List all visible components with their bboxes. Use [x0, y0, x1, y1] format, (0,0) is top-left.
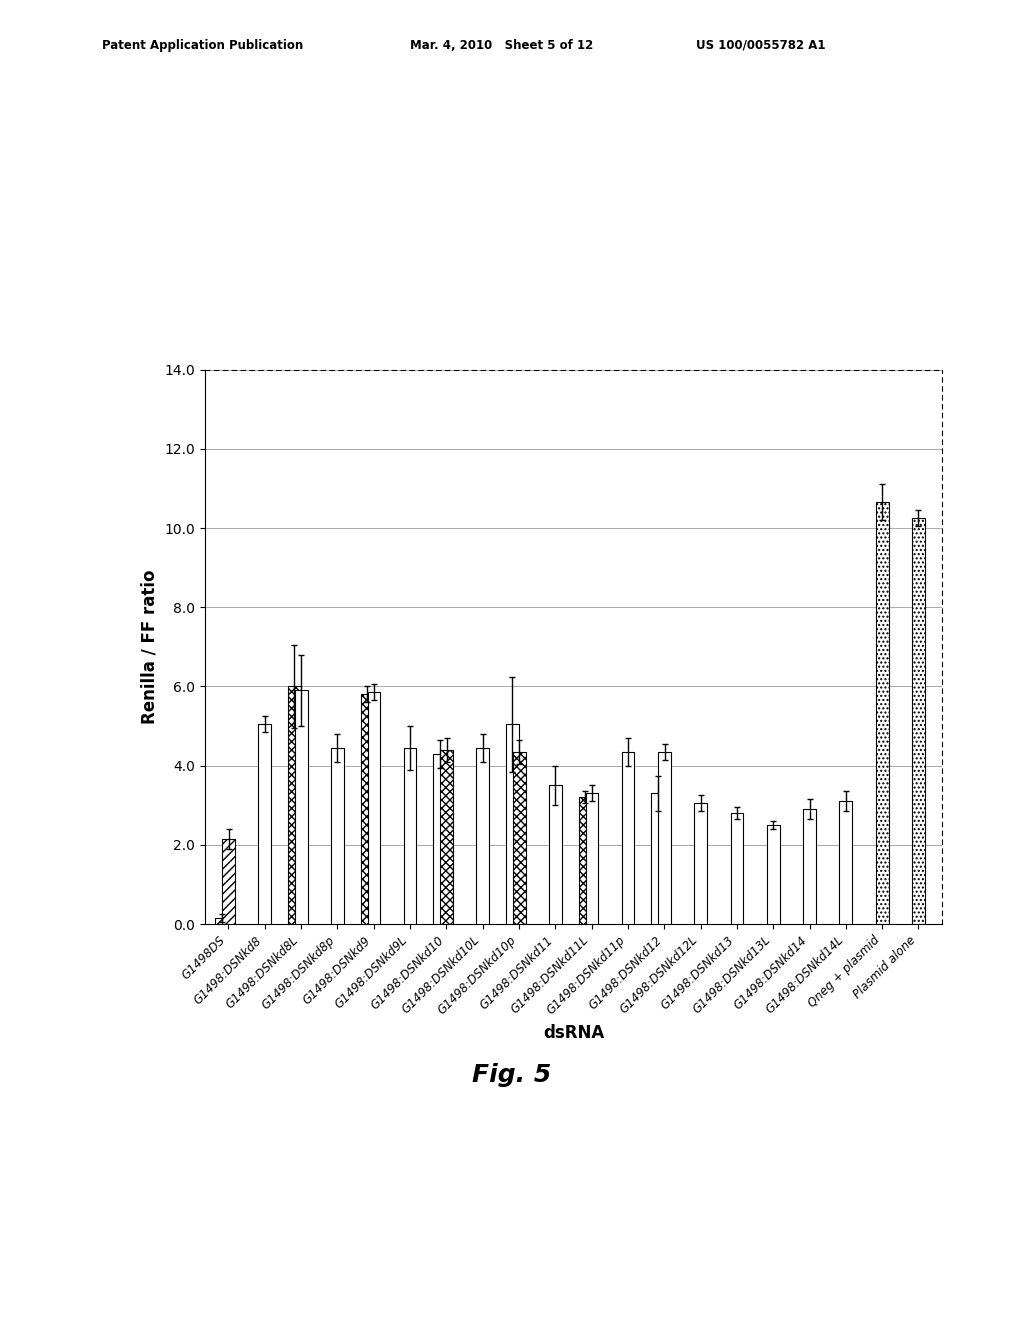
Bar: [730, 813, 743, 924]
Bar: [912, 519, 925, 924]
Bar: [360, 694, 374, 924]
Bar: [876, 502, 889, 924]
Bar: [549, 785, 561, 924]
Bar: [840, 801, 852, 924]
Bar: [651, 793, 664, 924]
Bar: [803, 809, 816, 924]
Bar: [579, 797, 591, 924]
Bar: [440, 750, 453, 924]
Bar: [288, 686, 301, 924]
Y-axis label: Renilla / FF ratio: Renilla / FF ratio: [140, 569, 159, 725]
Bar: [694, 803, 707, 924]
Text: Patent Application Publication: Patent Application Publication: [102, 38, 304, 51]
Bar: [513, 752, 525, 924]
Bar: [476, 747, 489, 924]
Text: Mar. 4, 2010   Sheet 5 of 12: Mar. 4, 2010 Sheet 5 of 12: [410, 38, 593, 51]
Text: Fig. 5: Fig. 5: [472, 1064, 552, 1088]
Bar: [258, 723, 271, 924]
Bar: [433, 754, 446, 924]
Text: US 100/0055782 A1: US 100/0055782 A1: [696, 38, 825, 51]
Bar: [215, 919, 228, 924]
Bar: [506, 723, 518, 924]
Bar: [403, 747, 417, 924]
Bar: [767, 825, 779, 924]
Bar: [658, 752, 671, 924]
Bar: [586, 793, 598, 924]
Bar: [368, 692, 380, 924]
Bar: [222, 840, 236, 924]
Bar: [295, 690, 308, 924]
Bar: [622, 752, 634, 924]
X-axis label: dsRNA: dsRNA: [543, 1024, 604, 1043]
Bar: [331, 747, 344, 924]
